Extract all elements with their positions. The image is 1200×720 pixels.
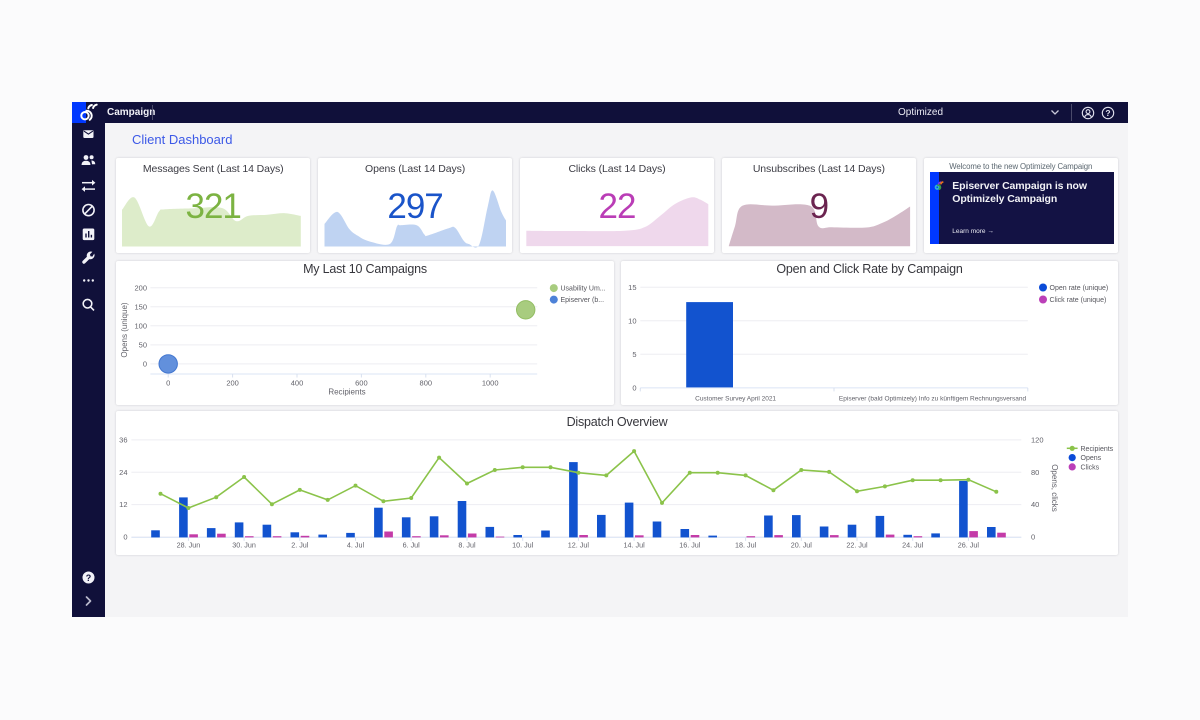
svg-text:30. Jun: 30. Jun — [232, 540, 256, 549]
svg-text:5: 5 — [632, 349, 636, 358]
svg-text:Customer Survey April 2021: Customer Survey April 2021 — [695, 395, 776, 402]
svg-text:Usability Um...: Usability Um... — [561, 285, 606, 292]
svg-text:18. Jul: 18. Jul — [735, 540, 757, 549]
svg-text:4. Jul: 4. Jul — [347, 540, 365, 549]
svg-text:1000: 1000 — [482, 378, 499, 387]
svg-text:26. Jul: 26. Jul — [958, 540, 980, 549]
svg-text:?: ? — [86, 573, 92, 583]
svg-text:200: 200 — [134, 283, 147, 292]
svg-text:120: 120 — [1031, 435, 1044, 444]
svg-text:0: 0 — [632, 383, 636, 392]
svg-text:2. Jul: 2. Jul — [291, 540, 309, 549]
svg-text:80: 80 — [1031, 467, 1039, 476]
svg-text:0: 0 — [123, 532, 127, 541]
svg-text:0: 0 — [1031, 532, 1035, 541]
svg-text:14. Jul: 14. Jul — [624, 540, 646, 549]
svg-text:Open rate (unique): Open rate (unique) — [1050, 285, 1109, 292]
svg-text:150: 150 — [134, 302, 147, 311]
svg-text:24. Jul: 24. Jul — [902, 540, 924, 549]
svg-text:28. Jun: 28. Jun — [177, 540, 201, 549]
svg-text:15: 15 — [628, 282, 636, 291]
svg-text:40: 40 — [1031, 500, 1039, 509]
svg-text:12. Jul: 12. Jul — [568, 540, 590, 549]
svg-text:Opens: Opens — [1081, 455, 1102, 462]
svg-text:100: 100 — [134, 321, 147, 330]
svg-text:Episerver (b...: Episerver (b... — [561, 297, 605, 304]
svg-text:600: 600 — [355, 378, 368, 387]
svg-text:10: 10 — [628, 316, 636, 325]
svg-text:Opens, clicks: Opens, clicks — [1050, 464, 1059, 512]
svg-text:200: 200 — [226, 378, 239, 387]
svg-text:12: 12 — [119, 500, 127, 509]
svg-text:Clicks: Clicks — [1081, 464, 1100, 471]
svg-text:Click rate (unique): Click rate (unique) — [1050, 297, 1107, 304]
svg-text:Episerver (bald Optimizely) In: Episerver (bald Optimizely) Info zu künf… — [839, 395, 1027, 402]
svg-text:0: 0 — [166, 378, 170, 387]
svg-text:10. Jul: 10. Jul — [512, 540, 534, 549]
svg-text:16. Jul: 16. Jul — [679, 540, 701, 549]
svg-text:Opens (unique): Opens (unique) — [120, 302, 129, 357]
svg-text:22. Jul: 22. Jul — [846, 540, 868, 549]
svg-text:400: 400 — [291, 378, 304, 387]
svg-text:20. Jul: 20. Jul — [791, 540, 813, 549]
svg-text:Recipients: Recipients — [328, 387, 365, 396]
svg-text:24: 24 — [119, 467, 127, 476]
svg-text:50: 50 — [139, 340, 147, 349]
svg-text:8. Jul: 8. Jul — [458, 540, 476, 549]
svg-text:6. Jul: 6. Jul — [403, 540, 421, 549]
svg-text:?: ? — [1105, 108, 1110, 118]
svg-text:36: 36 — [119, 435, 127, 444]
svg-text:800: 800 — [420, 378, 433, 387]
svg-text:0: 0 — [143, 359, 147, 368]
svg-text:Recipients: Recipients — [1081, 445, 1114, 452]
